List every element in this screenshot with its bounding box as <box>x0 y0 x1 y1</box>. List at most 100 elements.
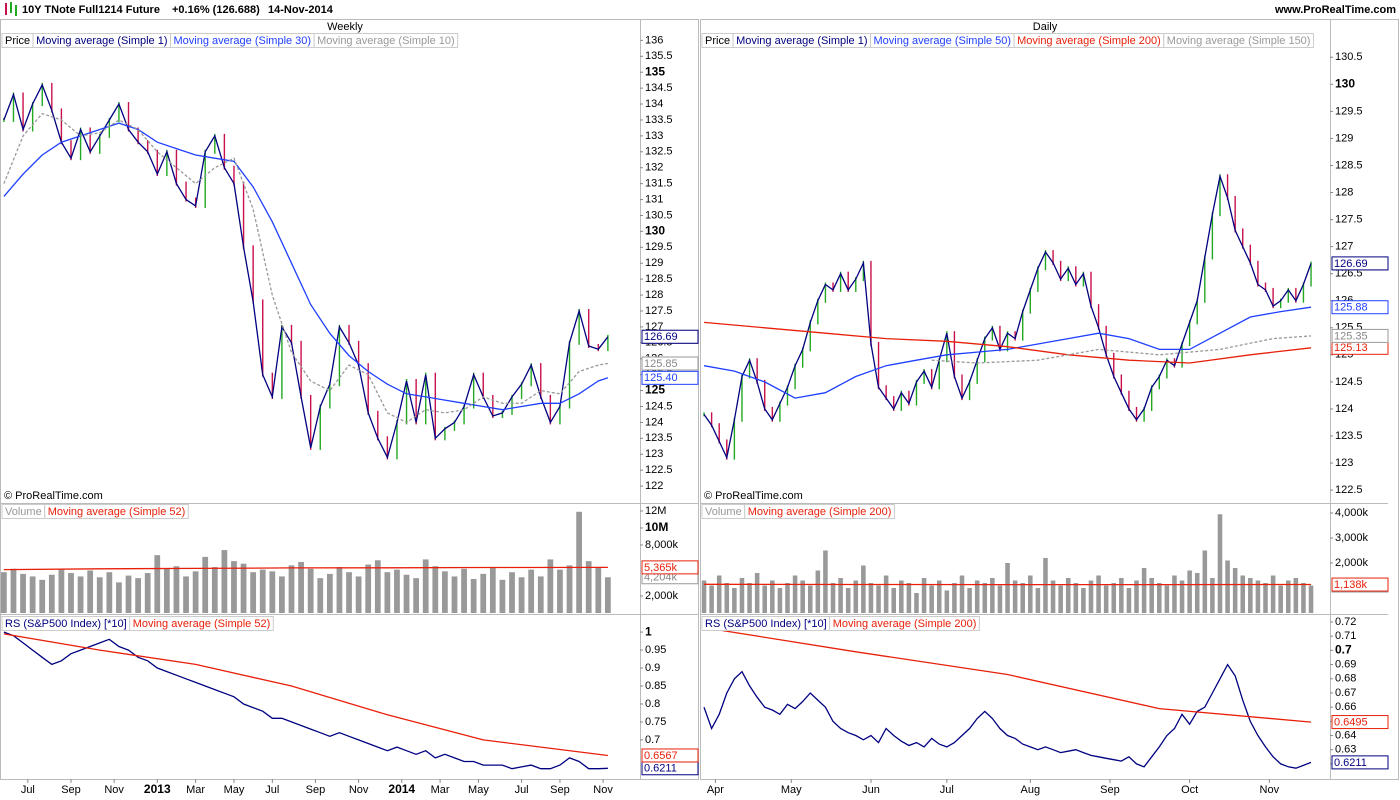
y-tick-label: 0.63 <box>1335 744 1356 756</box>
x-tick-label: Mar <box>431 784 450 796</box>
volume-bar <box>1149 578 1154 613</box>
volume-bar <box>754 573 760 613</box>
volume-bar <box>1225 560 1230 613</box>
panel: 2,000k3,000k4,000k1,099k1,138kVolumeMovi… <box>701 491 1389 615</box>
legend-entry: Price <box>705 35 730 47</box>
volume-bar <box>576 511 582 613</box>
volume-bar <box>1194 573 1200 613</box>
legend-entry: Moving average (Simple 1) <box>36 35 167 47</box>
volume-bar <box>68 573 74 613</box>
y-tick-label: 135.5 <box>645 50 673 62</box>
y-tick-label: 122.5 <box>645 464 673 476</box>
legend-box <box>313 33 459 48</box>
y-tick-label: 0.69 <box>1335 658 1356 670</box>
volume-bar <box>413 578 420 613</box>
volume-bar <box>144 573 151 613</box>
volume-bar <box>716 575 722 613</box>
series-line <box>3 566 608 571</box>
legend-entry: Moving average (Simple 200) <box>748 506 892 518</box>
y-tick-label: 133 <box>645 130 663 142</box>
y-tick-label: 0.8 <box>645 698 660 710</box>
y-tick-label: 123 <box>645 448 663 460</box>
volume-bar <box>1157 583 1162 613</box>
volume-bar <box>173 566 180 613</box>
volume-bar <box>307 568 314 613</box>
volume-bar <box>1217 514 1223 613</box>
volume-bar <box>192 571 199 613</box>
series-line <box>3 122 609 411</box>
legend-entry: Moving average (Simple 150) <box>1167 35 1311 47</box>
y-tick-label: 0.95 <box>645 644 666 656</box>
x-tick-label: May <box>224 784 245 796</box>
volume-bar <box>489 567 496 613</box>
x-tick-label: Jul <box>515 784 529 796</box>
volume-bar <box>883 575 889 613</box>
volume-bar <box>1172 575 1177 613</box>
series-line <box>3 631 608 770</box>
x-tick-label: Sep <box>61 784 81 796</box>
x-tick-label: Sep <box>306 784 326 796</box>
volume-bar <box>1293 578 1299 613</box>
y-tick-label: 0.67 <box>1335 687 1356 699</box>
x-tick-label: Jul <box>21 784 35 796</box>
y-tick-label: 136 <box>645 34 663 46</box>
series-line <box>3 112 609 424</box>
volume-bar <box>1179 580 1185 613</box>
volume-bar <box>20 573 26 613</box>
y-tick-label: 122.5 <box>1335 484 1363 496</box>
legend-entry: RS (S&P500 Index) [*10] <box>705 618 827 630</box>
volume-bar <box>1058 585 1063 613</box>
volume-bar <box>288 565 295 613</box>
y-tick-label: 126.5 <box>1335 268 1363 280</box>
legend-entry: RS (S&P500 Index) [*10] <box>5 618 127 630</box>
x-tick-label: Jun <box>862 784 880 796</box>
volume-bar <box>48 574 55 613</box>
volume-bar <box>1202 550 1208 613</box>
legend-entry: Moving average (Simple 10) <box>317 35 455 47</box>
y-tick-label: 129.5 <box>1335 105 1363 117</box>
volume-bar <box>403 574 410 613</box>
volume-bar <box>997 585 1003 613</box>
y-tick-label: 123.5 <box>645 432 673 444</box>
y-tick-label: 0.72 <box>1335 616 1356 628</box>
volume-bar <box>125 575 132 613</box>
volume-bar <box>336 567 343 613</box>
volume-bar <box>10 568 17 613</box>
last-value-box <box>1331 328 1389 343</box>
volume-bar <box>269 571 276 613</box>
x-tick-label: Oct <box>1181 784 1198 796</box>
volume-bar <box>566 565 573 613</box>
volume-bar <box>1043 558 1048 613</box>
volume-bar <box>298 561 304 613</box>
legend-box <box>744 504 895 519</box>
series-line <box>703 173 1312 460</box>
volume-bar <box>432 566 439 613</box>
volume-bar <box>317 578 324 613</box>
volume-bar <box>792 575 798 613</box>
volume-bar <box>929 585 934 613</box>
y-tick-label: 2,000k <box>1335 557 1369 569</box>
last-value-label: 1,138k <box>1334 579 1368 591</box>
x-tick-label: Jul <box>265 784 279 796</box>
volume-bar <box>39 579 46 613</box>
x-tick-label: 2014 <box>388 782 415 796</box>
volume-bar <box>899 580 904 613</box>
y-tick-label: 0.7 <box>645 734 660 746</box>
volume-bar <box>374 560 381 613</box>
last-value-box <box>641 748 699 763</box>
volume-bar <box>1270 575 1276 613</box>
last-value-box <box>1331 256 1389 271</box>
legend-box <box>829 616 980 631</box>
volume-bar <box>914 593 919 613</box>
series-line <box>931 335 1312 364</box>
volume-bar <box>116 582 122 613</box>
volume-bar <box>547 559 554 613</box>
volume-bar <box>876 585 881 613</box>
volume-bar <box>480 573 487 613</box>
volume-bar <box>845 588 851 613</box>
y-tick-label: 127.5 <box>1335 213 1363 225</box>
y-tick-label: 0.9 <box>645 662 660 674</box>
volume-bar <box>959 575 965 613</box>
y-tick-label: 0.75 <box>645 716 666 728</box>
